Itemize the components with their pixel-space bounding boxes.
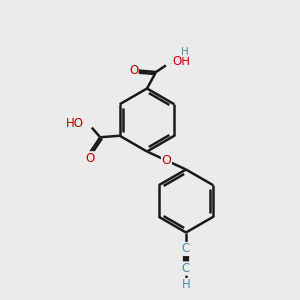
Text: C: C (182, 242, 190, 256)
Text: O: O (162, 154, 171, 167)
Text: H: H (181, 46, 189, 57)
Text: H: H (182, 278, 190, 292)
Text: O: O (129, 64, 138, 77)
Text: C: C (182, 262, 190, 275)
Text: OH: OH (172, 55, 190, 68)
Text: O: O (85, 152, 94, 165)
Text: HO: HO (65, 117, 83, 130)
